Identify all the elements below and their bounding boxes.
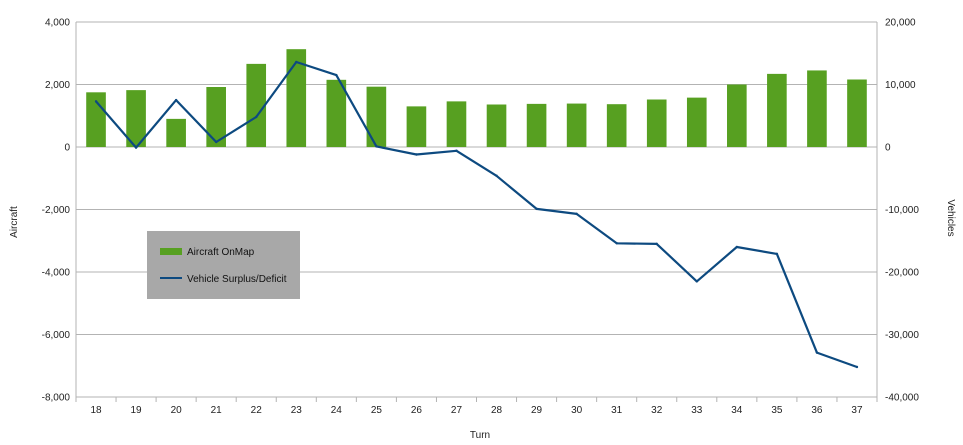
point-vehicle-surplus-deficit (575, 212, 578, 216)
legend-label-vehicle-surplus-deficit: Vehicle Surplus/Deficit (187, 274, 287, 285)
x-tick-label: 21 (211, 405, 223, 416)
x-tick-label: 34 (731, 405, 743, 416)
point-vehicle-surplus-deficit (255, 115, 258, 119)
point-vehicle-surplus-deficit (134, 146, 138, 149)
bar-aircraft-onmap (807, 70, 827, 147)
bar-aircraft-onmap (406, 106, 427, 147)
bar-aircraft-onmap (847, 79, 867, 147)
bar-series-aircraft-onmap (86, 49, 867, 147)
point-vehicle-surplus-deficit (615, 242, 618, 245)
left-axis-title: Aircraft (9, 206, 20, 238)
left-tick-label: 4,000 (45, 18, 70, 29)
legend-label-aircraft-onmap: Aircraft OnMap (187, 247, 255, 258)
x-axis-tick-labels: 18 19 20 21 22 23 24 25 26 27 28 29 30 31 32 33 34 35 36 37 (90, 405, 863, 416)
x-tick-label: 31 (611, 405, 623, 416)
point-vehicle-surplus-deficit (335, 73, 338, 77)
x-tick-label: 18 (90, 405, 102, 416)
point-vehicle-surplus-deficit (455, 149, 458, 152)
right-tick-label: 20,000 (885, 18, 916, 29)
bar-aircraft-onmap (366, 86, 387, 147)
x-tick-label: 23 (291, 405, 303, 416)
x-tick-label: 30 (571, 405, 583, 416)
point-vehicle-surplus-deficit (855, 365, 859, 369)
bar-aircraft-onmap (166, 118, 186, 147)
axes (75, 22, 878, 402)
right-tick-label: -30,000 (885, 330, 919, 341)
point-vehicle-surplus-deficit (375, 145, 378, 148)
bar-aircraft-onmap (566, 103, 587, 147)
line-vehicle-surplus-deficit (95, 60, 858, 369)
left-tick-label: 0 (64, 143, 70, 154)
right-tick-label: 10,000 (885, 80, 916, 91)
x-tick-label: 27 (451, 405, 463, 416)
bar-aircraft-onmap (286, 49, 307, 147)
point-vehicle-surplus-deficit (655, 242, 658, 246)
point-vehicle-surplus-deficit (735, 245, 739, 249)
x-tick-label: 20 (171, 405, 183, 416)
x-tick-label: 28 (491, 405, 503, 416)
x-axis-title: Turn (470, 430, 490, 441)
bar-aircraft-onmap (727, 84, 747, 147)
bar-aircraft-onmap (126, 90, 146, 147)
left-tick-label: -4,000 (42, 268, 71, 279)
x-tick-label: 33 (691, 405, 703, 416)
point-vehicle-surplus-deficit (695, 280, 698, 283)
bar-aircraft-onmap (246, 63, 267, 147)
bar-aircraft-onmap (326, 79, 347, 147)
x-tick-label: 26 (411, 405, 423, 416)
x-tick-label: 19 (131, 405, 143, 416)
right-axis-tick-labels: 20,000 10,000 0 -10,000 -20,000 -30,000 -40,00… (885, 18, 919, 404)
point-vehicle-surplus-deficit (415, 153, 418, 156)
point-vehicle-surplus-deficit (214, 140, 218, 144)
bar-aircraft-onmap (646, 99, 667, 147)
x-tick-label: 25 (371, 405, 383, 416)
right-axis-title: Vehicles (945, 199, 956, 236)
bar-aircraft-onmap (767, 73, 787, 147)
x-tick-label: 36 (811, 405, 823, 416)
left-tick-label: -2,000 (42, 205, 71, 216)
line-series-vehicle-surplus-deficit (94, 60, 859, 369)
point-vehicle-surplus-deficit (775, 252, 779, 256)
left-axis-tick-labels: 4,000 2,000 0 -2,000 -4,000 -6,000 -8,000 (42, 18, 71, 404)
bar-aircraft-onmap (606, 104, 627, 147)
x-tick-label: 24 (331, 405, 343, 416)
point-vehicle-surplus-deficit (535, 207, 538, 211)
point-vehicle-surplus-deficit (295, 60, 298, 64)
right-tick-label: -40,000 (885, 393, 919, 404)
legend: Aircraft OnMap Vehicle Surplus/Deficit (147, 231, 300, 299)
point-vehicle-surplus-deficit (495, 174, 498, 177)
bar-aircraft-onmap (206, 87, 226, 147)
bar-aircraft-onmap (446, 101, 467, 147)
point-vehicle-surplus-deficit (815, 351, 819, 354)
bar-aircraft-onmap (486, 104, 507, 147)
left-tick-label: 2,000 (45, 80, 70, 91)
legend-box (147, 231, 300, 299)
x-tick-label: 22 (251, 405, 263, 416)
right-tick-label: 0 (885, 143, 891, 154)
left-tick-label: -8,000 (42, 393, 71, 404)
point-vehicle-surplus-deficit (174, 98, 178, 102)
x-tick-label: 32 (651, 405, 663, 416)
right-tick-label: -10,000 (885, 205, 919, 216)
left-tick-label: -6,000 (42, 330, 71, 341)
bar-aircraft-onmap (526, 103, 547, 147)
bar-aircraft-onmap (686, 97, 707, 147)
x-tick-label: 29 (531, 405, 543, 416)
right-tick-label: -20,000 (885, 268, 919, 279)
legend-swatch-aircraft-onmap (160, 248, 182, 255)
x-tick-label: 37 (851, 405, 863, 416)
point-vehicle-surplus-deficit (94, 100, 98, 103)
x-tick-label: 35 (771, 405, 783, 416)
grid-lines (76, 21, 877, 398)
